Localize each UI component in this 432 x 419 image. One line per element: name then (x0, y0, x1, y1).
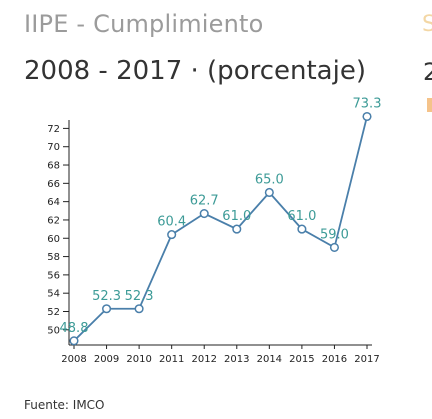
data-label: 62.7 (190, 194, 219, 209)
x-tick-label: 2008 (61, 354, 86, 365)
y-tick-label: 70 (47, 142, 60, 153)
data-point (264, 187, 274, 198)
y-tick-label: 50 (47, 325, 60, 336)
x-tick-label: 2017 (354, 354, 379, 365)
data-point (69, 336, 79, 346)
y-tick-label: 66 (47, 179, 60, 190)
data-label: 65.0 (255, 172, 284, 187)
source-note: Fuente: IMCO (24, 398, 105, 412)
y-tick-label: 58 (47, 252, 60, 263)
data-label: 73.3 (353, 97, 382, 112)
y-tick-label: 54 (47, 289, 60, 300)
adjacent-panel-title-fragment: S (422, 12, 432, 37)
data-label: 48.8 (60, 321, 89, 336)
data-point (297, 224, 307, 234)
series-line (73, 116, 368, 342)
x-tick-label: 2011 (159, 354, 184, 365)
y-tick-label: 72 (47, 124, 60, 135)
data-label: 61.0 (222, 209, 251, 224)
data-point (167, 230, 177, 240)
y-tick-label: 60 (47, 234, 60, 245)
x-tick-label: 2016 (322, 354, 347, 365)
x-tick-label: 2012 (191, 354, 216, 365)
x-tick-label: 2010 (126, 354, 151, 365)
y-tick-label: 52 (47, 307, 60, 318)
data-point (362, 111, 372, 122)
y-tick-label: 64 (47, 197, 60, 208)
data-label: 52.3 (92, 289, 121, 304)
data-point (199, 208, 209, 219)
data-label: 60.4 (157, 215, 186, 230)
data-point (232, 224, 242, 234)
chart-subtitle: 2008 - 2017 · (porcentaje) (24, 56, 366, 86)
data-label: 61.0 (287, 209, 316, 224)
data-point (102, 304, 112, 314)
adjacent-panel-subtitle-fragment: 2 (423, 58, 432, 86)
y-tick-label: 68 (47, 161, 60, 172)
y-tick-label: 56 (47, 270, 60, 281)
data-label: 59.0 (320, 227, 349, 242)
data-label: 52.3 (125, 289, 154, 304)
adjacent-panel-marker (427, 98, 432, 112)
data-point (329, 242, 339, 252)
x-tick-label: 2014 (257, 354, 282, 365)
x-tick-label: 2009 (94, 354, 119, 365)
x-tick-label: 2015 (289, 354, 314, 365)
y-tick-label: 62 (47, 215, 60, 226)
chart-title: IIPE - Cumplimiento (24, 10, 264, 38)
data-point (134, 304, 144, 314)
x-tick-label: 2013 (224, 354, 249, 365)
